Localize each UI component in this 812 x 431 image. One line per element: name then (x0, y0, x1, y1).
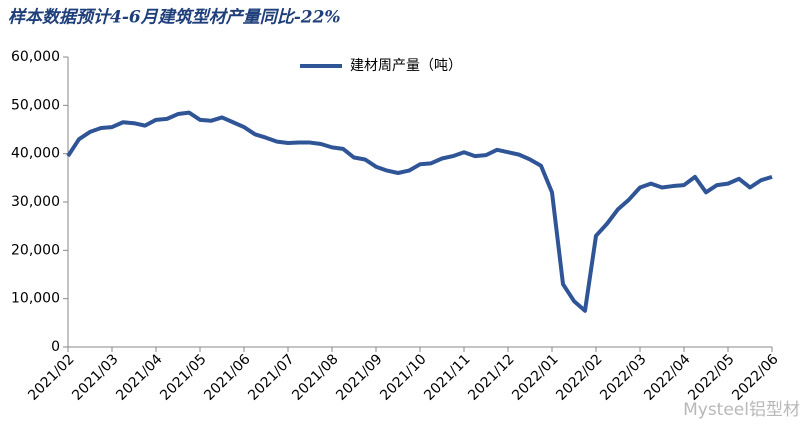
x-tick-label: 2021/10 (377, 351, 429, 403)
series-line (66, 110, 773, 313)
y-tick-label: 10,000 (11, 291, 60, 307)
x-tick-label: 2022/06 (729, 351, 782, 404)
x-tick-label: 2021/08 (289, 351, 341, 403)
x-tick-label: 2021/03 (69, 351, 121, 403)
y-tick-label: 30,000 (11, 194, 60, 210)
x-tick-label: 2022/01 (509, 351, 561, 403)
x-tick-label: 2021/06 (201, 351, 254, 404)
x-tick-label: 2021/05 (157, 351, 209, 403)
y-tick-label: 0 (51, 339, 60, 355)
y-tick-label: 40,000 (11, 146, 60, 162)
x-tick-label: 2021/09 (333, 351, 385, 403)
x-tick-label: 2022/05 (685, 351, 737, 403)
x-tick-label: 2021/11 (421, 351, 473, 403)
x-tick-label: 2022/03 (597, 351, 649, 403)
x-tick-label: 2021/04 (113, 351, 166, 404)
x-tick-label: 2021/12 (465, 351, 517, 403)
x-tick-label: 2021/07 (245, 351, 297, 403)
x-tick-label: 2021/02 (25, 351, 77, 403)
legend-label: 建材周产量（吨） (350, 58, 462, 74)
watermark: Mysteel铝型材 (683, 400, 800, 420)
y-tick-label: 50,000 (11, 97, 60, 113)
x-tick-label: 2022/04 (641, 351, 694, 404)
y-tick-label: 20,000 (11, 242, 60, 258)
x-tick-label: 2022/02 (553, 351, 605, 403)
chart-title: 样本数据预计4-6月建筑型材产量同比-22% (8, 8, 341, 28)
y-tick-label: 60,000 (11, 49, 60, 65)
